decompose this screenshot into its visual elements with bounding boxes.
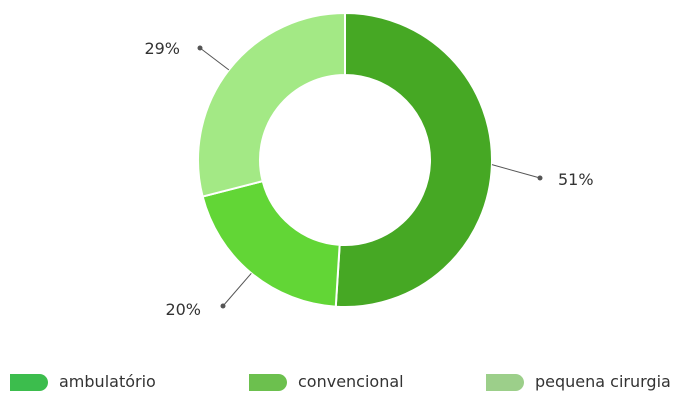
slice-convencional[interactable] bbox=[201, 179, 341, 308]
leader-line-pequena-cirurgia bbox=[199, 47, 230, 71]
legend-swatch-ambulatorio bbox=[10, 373, 48, 391]
legend-item-pequena-cirurgia[interactable]: pequena cirurgia bbox=[486, 372, 671, 392]
donut-chart: 51% 20% 29% bbox=[144, 11, 594, 319]
leader-line-convencional bbox=[222, 272, 252, 307]
legend-label-pequena-cirurgia: pequena cirurgia bbox=[535, 372, 671, 391]
leader-dot-convencional bbox=[220, 303, 226, 309]
label-leader-lines bbox=[197, 45, 543, 309]
data-label-ambulatorio: 51% bbox=[558, 170, 594, 189]
legend-swatch-convencional bbox=[249, 373, 287, 391]
donut-slices bbox=[197, 11, 493, 308]
legend-label-convencional: convencional bbox=[298, 372, 404, 391]
legend-item-ambulatorio[interactable]: ambulatório bbox=[10, 372, 156, 392]
slice-pequena-cirurgia[interactable] bbox=[197, 11, 346, 198]
slice-ambulatorio[interactable] bbox=[334, 11, 493, 308]
legend-swatch-pequena-cirurgia bbox=[486, 373, 524, 391]
leader-line-ambulatorio bbox=[491, 164, 541, 179]
legend-label-ambulatorio: ambulatório bbox=[59, 372, 156, 391]
legend-item-convencional[interactable]: convencional bbox=[249, 372, 404, 392]
leader-dot-ambulatorio bbox=[537, 175, 543, 181]
leader-dot-pequena-cirurgia bbox=[197, 45, 203, 51]
data-label-convencional: 20% bbox=[165, 300, 201, 319]
legend: ambulatório convencional pequena cirurgi… bbox=[0, 370, 694, 394]
data-label-pequena-cirurgia: 29% bbox=[144, 39, 180, 58]
data-labels: 51% 20% 29% bbox=[144, 39, 593, 319]
